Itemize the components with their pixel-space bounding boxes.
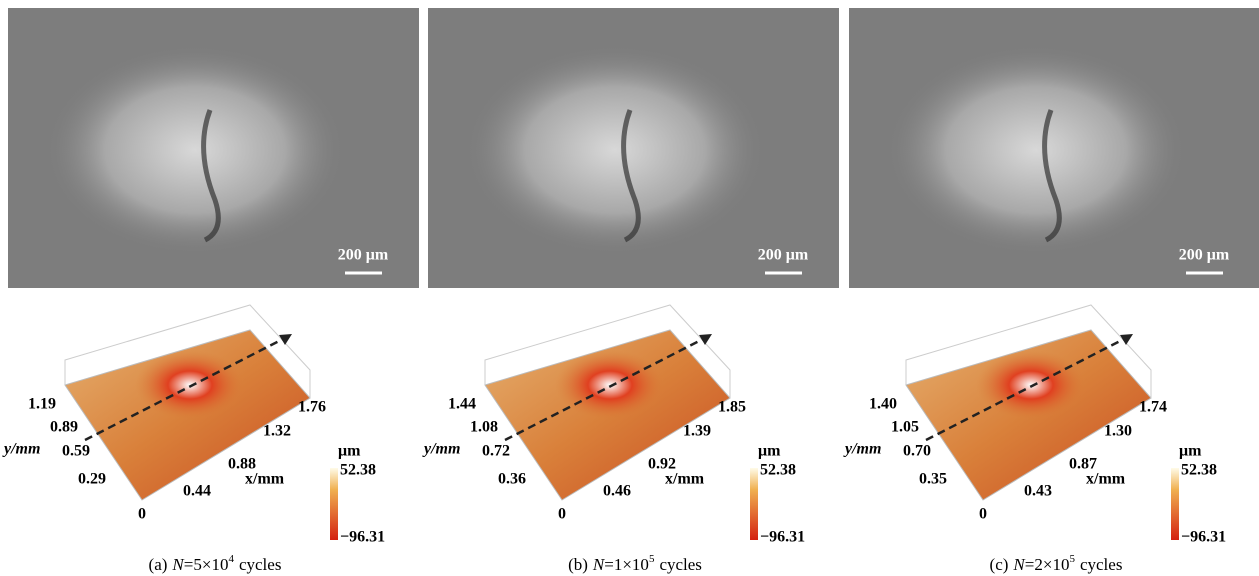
colorbar-min: −96.31: [760, 529, 805, 546]
wear-scar: [45, 45, 345, 255]
wear-scar: [886, 45, 1186, 255]
colorbar-unit: μm: [758, 443, 781, 460]
x-tick-label: 1.85: [718, 399, 746, 416]
colorbar-min: −96.31: [1181, 529, 1226, 546]
origin-label: 0: [558, 506, 566, 523]
x-axis-label: x/mm: [1086, 471, 1126, 488]
scale-bar-label: 200 μm: [338, 247, 389, 264]
y-tick-label: 1.08: [470, 419, 498, 436]
x-tick-label: 1.39: [683, 423, 711, 440]
colorbar-max: 52.38: [1181, 462, 1217, 479]
colorbar-max: 52.38: [760, 462, 796, 479]
panel: 200 μm1.190.890.590.290y/mm0.440.881.321…: [2, 8, 419, 574]
arrow-head: [279, 334, 292, 345]
caption-exp: 4: [228, 553, 234, 565]
caption-text: =2×10: [1025, 555, 1070, 574]
caption-label: (c): [990, 555, 1009, 574]
wear-scar: [465, 45, 765, 255]
x-tick-label: 1.32: [263, 423, 291, 440]
panel: 200 μm1.441.080.720.360y/mm0.460.921.391…: [422, 8, 839, 574]
y-tick-label: 0.72: [482, 443, 510, 460]
caption-label: (b): [568, 555, 588, 574]
x-tick-label: 1.74: [1139, 399, 1167, 416]
x-tick-label: 0.46: [603, 483, 631, 500]
caption-label: (a): [149, 555, 168, 574]
y-tick-label: 0.35: [919, 471, 947, 488]
caption-text: =5×10: [184, 555, 229, 574]
panel: 200 μm1.401.050.700.350y/mm0.430.871.301…: [843, 8, 1259, 574]
caption-suffix: cycles: [1080, 555, 1122, 574]
y-tick-label: 0.29: [78, 471, 106, 488]
y-axis-label: y/mm: [422, 441, 460, 458]
y-tick-label: 1.19: [28, 396, 56, 413]
x-tick-label: 0.44: [183, 483, 211, 500]
caption-text: =1×10: [604, 555, 649, 574]
arrow-head: [699, 334, 712, 345]
x-tick-label: 0.43: [1024, 483, 1052, 500]
y-tick-label: 0.70: [903, 443, 931, 460]
colorbar: [330, 468, 338, 540]
caption-exp: 5: [1069, 553, 1075, 565]
origin-label: 0: [979, 506, 987, 523]
wear-pit: [135, 350, 245, 420]
y-tick-label: 1.05: [891, 419, 919, 436]
scale-bar-label: 200 μm: [758, 247, 809, 264]
y-tick-label: 1.40: [869, 396, 897, 413]
colorbar-max: 52.38: [340, 462, 376, 479]
y-axis-label: y/mm: [843, 441, 881, 458]
colorbar-unit: μm: [338, 443, 361, 460]
y-tick-label: 1.44: [448, 396, 476, 413]
y-axis-label: y/mm: [2, 441, 40, 458]
y-tick-label: 0.59: [62, 443, 90, 460]
colorbar-min: −96.31: [340, 529, 385, 546]
scale-bar-label: 200 μm: [1179, 247, 1230, 264]
wear-pit: [976, 350, 1086, 420]
colorbar: [1171, 468, 1179, 540]
origin-label: 0: [138, 506, 146, 523]
x-tick-label: 1.30: [1104, 423, 1132, 440]
x-axis-label: x/mm: [665, 471, 705, 488]
arrow-head: [1120, 334, 1133, 345]
caption-suffix: cycles: [659, 555, 701, 574]
colorbar-unit: μm: [1179, 443, 1202, 460]
colorbar: [750, 468, 758, 540]
caption-suffix: cycles: [239, 555, 281, 574]
figure: 200 μm1.190.890.590.290y/mm0.440.881.321…: [0, 0, 1259, 576]
x-axis-label: x/mm: [245, 471, 285, 488]
wear-pit: [555, 350, 665, 420]
y-tick-label: 0.36: [498, 471, 526, 488]
x-tick-label: 1.76: [298, 399, 326, 416]
y-tick-label: 0.89: [50, 419, 78, 436]
caption-exp: 5: [649, 553, 655, 565]
